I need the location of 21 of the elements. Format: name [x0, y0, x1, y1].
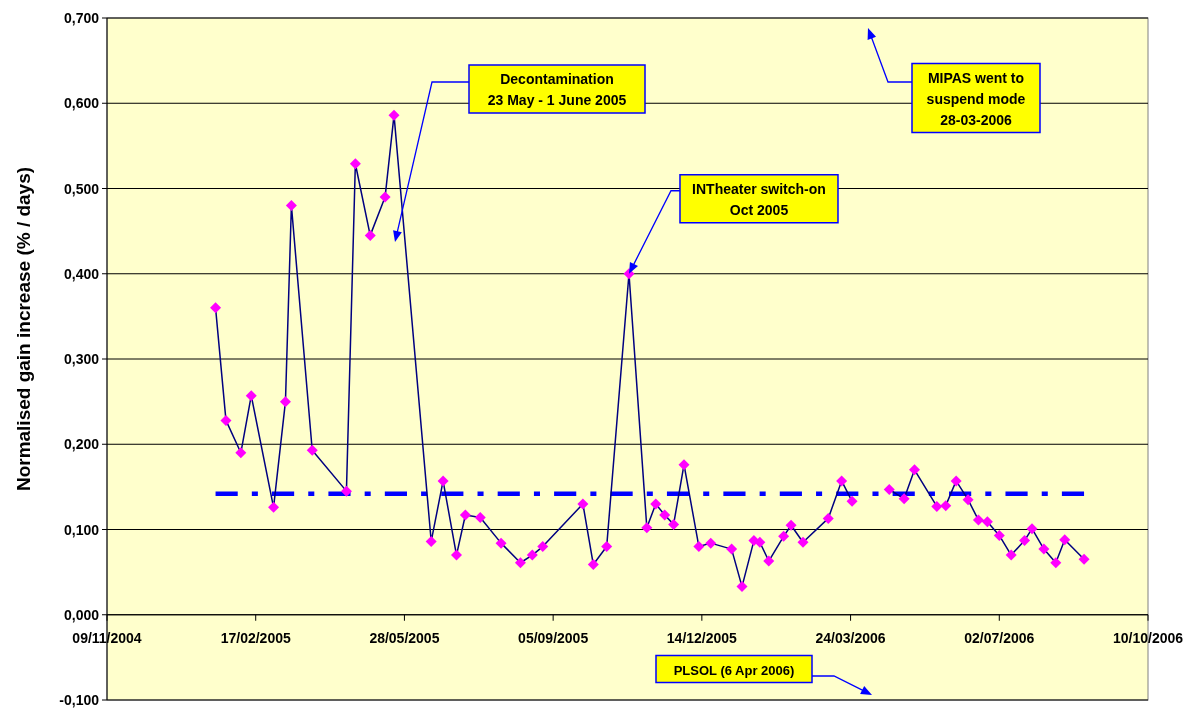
x-tick-label: 24/03/2006	[815, 629, 886, 646]
annotation: MIPAS went to suspend mode 28-03-2006	[926, 69, 1026, 128]
annotation: PLSOL (6 Apr 2006)	[673, 662, 795, 678]
x-tick-label: 02/07/2006	[964, 629, 1035, 646]
y-tick-label: 0,700	[63, 10, 100, 26]
x-tick-label: 10/10/2006	[1112, 629, 1184, 646]
y-tick-label: 0,100	[63, 521, 100, 538]
y-tick-label: 0,300	[63, 351, 100, 367]
x-tick-label: 14/12/2005	[666, 629, 738, 646]
annotation: Decontamination 23 May - 1 June 2005	[487, 71, 627, 108]
y-tick-label: 0,200	[63, 436, 100, 453]
x-tick-label: 28/05/2005	[369, 629, 440, 646]
x-tick-label: 17/02/2005	[220, 629, 291, 646]
y-axis-title: Normalised gain increase (% / days)	[13, 166, 34, 492]
y-tick-label: 0,500	[63, 180, 100, 197]
y-tick-label: 0,400	[63, 265, 100, 282]
y-tick-label: 0,000	[63, 606, 100, 623]
y-tick-label: -0,100	[59, 692, 100, 708]
x-tick-label: 05/09/2005	[518, 629, 589, 646]
y-tick-label: 0,600	[63, 95, 100, 112]
annotation: INTheater switch-on Oct 2005	[692, 180, 826, 218]
